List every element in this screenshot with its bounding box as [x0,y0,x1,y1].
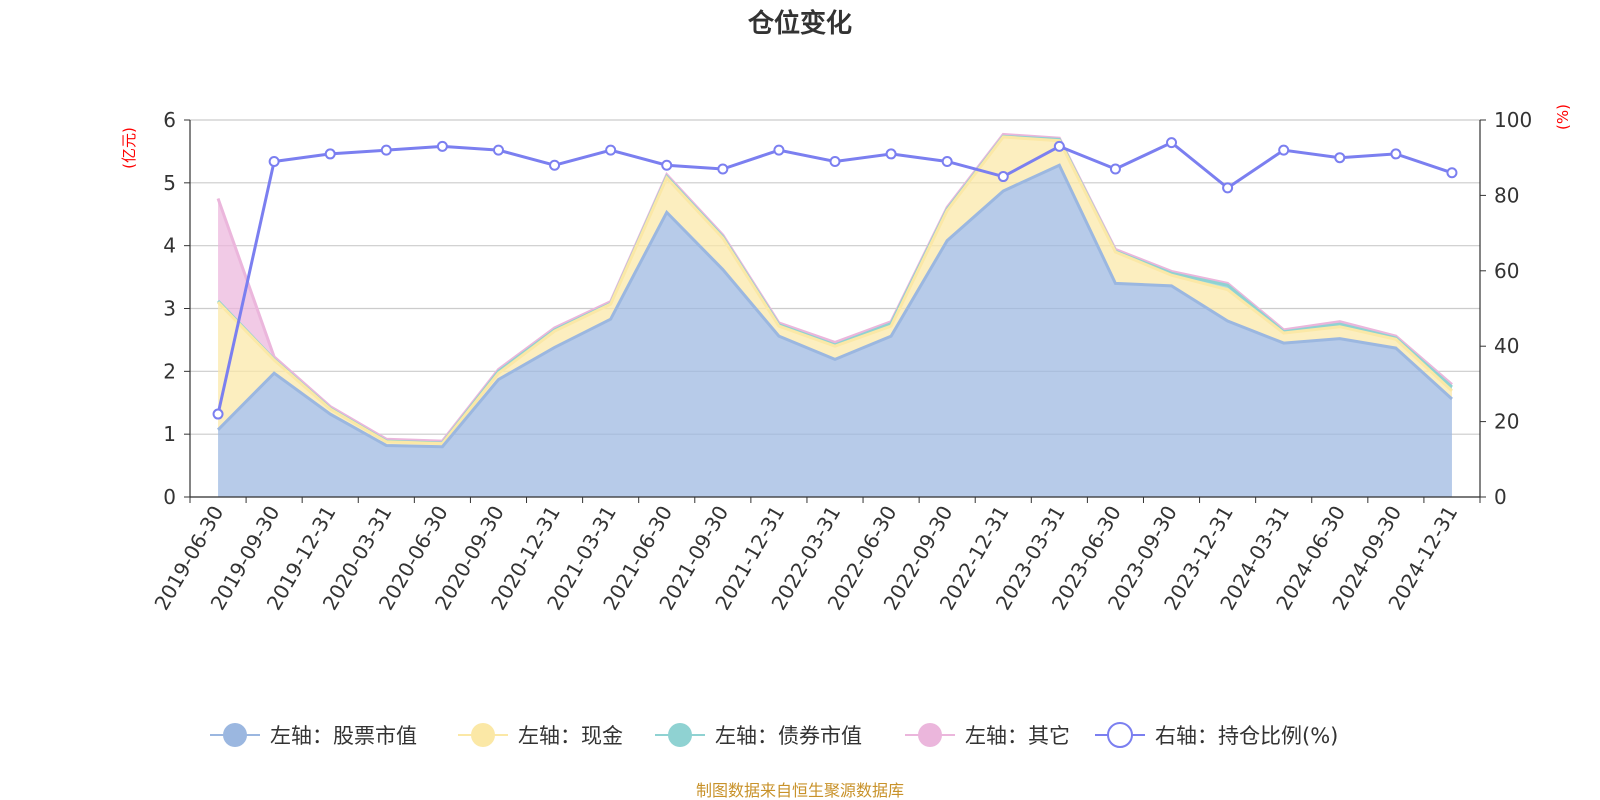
stacked-area-series [216,132,1453,498]
right-axis-tick-label: 0 [1494,485,1507,509]
ratio-line-point [829,155,841,167]
chart-title: 仓位变化 [747,8,852,39]
ratio-line-point [324,148,336,160]
ratio-line-point [885,148,897,160]
legend-label: 右轴：持仓比例(%) [1155,724,1338,748]
left-axis-tick-label: 0 [163,485,176,509]
legend-marker [471,723,495,747]
legend: 左轴：股票市值 左轴：现金 左轴：债券市值 左轴：其它 右轴：持仓比例(%) [210,722,1338,748]
left-axis-tick-label: 4 [163,234,176,258]
right-axis-tick-label: 80 [1494,183,1519,207]
ratio-line-point [1446,167,1458,179]
legend-item[interactable]: 左轴：现金 [458,723,623,748]
ratio-line-point [717,163,729,175]
left-axis-unit-label: (亿元) [120,127,138,169]
legend-marker [918,723,942,747]
ratio-line-point [380,144,392,156]
legend-label: 左轴：债券市值 [715,724,862,748]
legend-label: 左轴：股票市值 [270,724,417,748]
ratio-line-point [1053,140,1065,152]
left-axis-tick-label: 1 [163,422,176,446]
legend-item[interactable]: 左轴：债券市值 [655,723,862,748]
right-axis-tick-label: 60 [1494,259,1519,283]
ratio-line-point [773,144,785,156]
ratio-line-point [605,144,617,156]
right-axis-tick-label: 100 [1494,108,1532,132]
left-axis-tick-label: 5 [163,171,176,195]
ratio-line-point [1334,152,1346,164]
legend-label: 左轴：现金 [518,724,623,748]
ratio-line-point [1222,182,1234,194]
legend-item[interactable]: 左轴：股票市值 [210,723,417,748]
right-axis-tick-label: 20 [1494,410,1519,434]
legend-item[interactable]: 左轴：其它 [905,723,1070,748]
data-source-footer: 制图数据来自恒生聚源数据库 [696,781,904,800]
legend-item[interactable]: 右轴：持仓比例(%) [1095,722,1338,748]
legend-marker [1107,722,1133,748]
ratio-line-point [549,159,561,171]
legend-marker [223,723,247,747]
area-series-fill [218,165,1452,498]
position-ratio-line [212,137,1458,420]
ratio-line-point [492,144,504,156]
legend-marker [668,723,692,747]
ratio-line-point [997,171,1009,183]
ratio-line-point [1166,137,1178,149]
ratio-line-point [1390,148,1402,160]
legend-label: 左轴：其它 [965,724,1070,748]
ratio-line-point [941,155,953,167]
ratio-line-point [212,408,224,420]
ratio-line-point [436,140,448,152]
right-axis-tick-label: 40 [1494,334,1519,358]
area-series-outline [216,163,1453,449]
ratio-line-point [1109,163,1121,175]
area-series-outline [216,135,1453,446]
right-axis-unit-label: (%) [1554,104,1572,130]
ratio-line-point [1278,144,1290,156]
left-axis-tick-label: 6 [163,108,176,132]
ratio-line-point [268,155,280,167]
ratio-line-point [661,159,673,171]
left-axis-tick-label: 3 [163,297,176,321]
left-axis-tick-label: 2 [163,359,176,383]
